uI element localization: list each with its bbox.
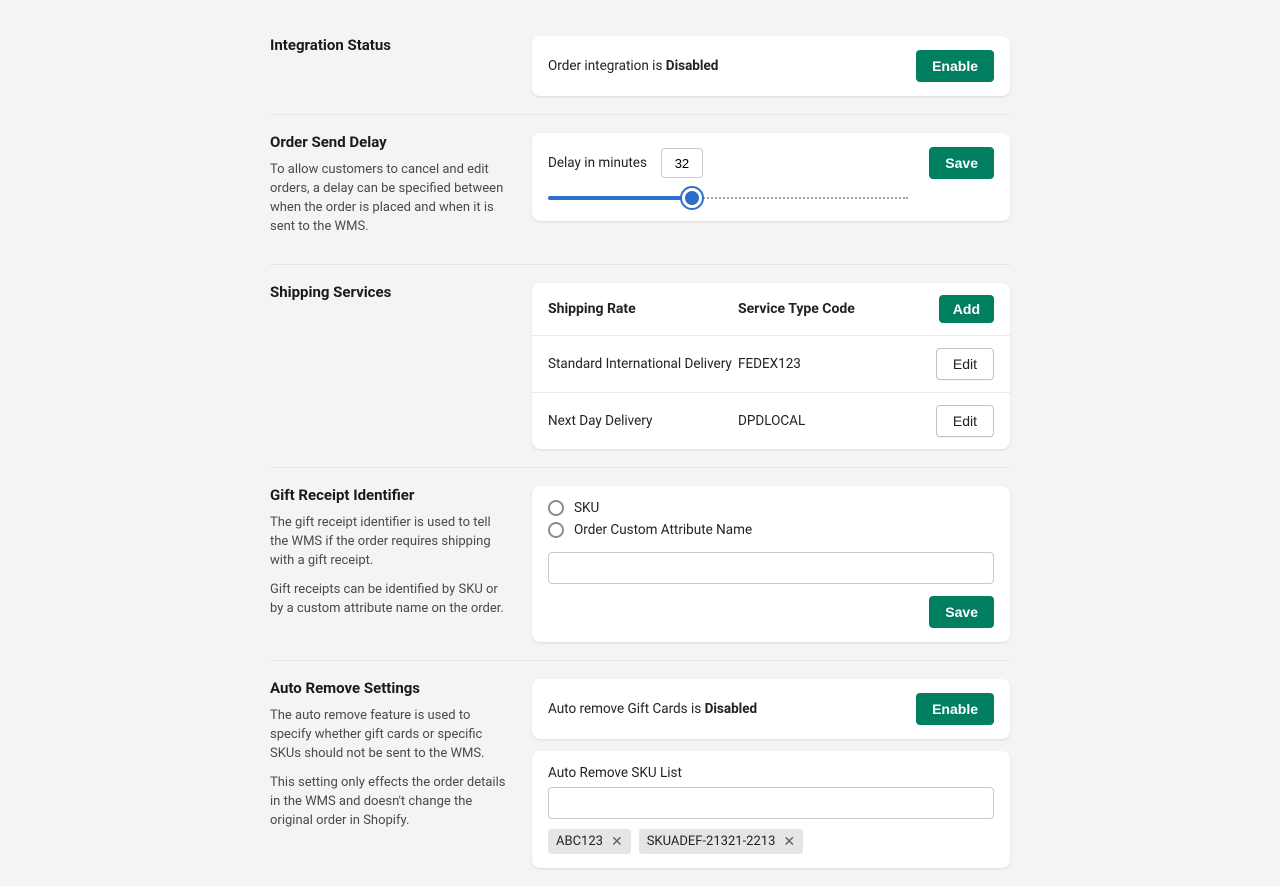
radio-icon bbox=[548, 500, 564, 516]
integration-status-card: Order integration is Disabled Enable bbox=[532, 36, 1010, 96]
delay-card: Delay in minutes Save bbox=[532, 133, 1010, 221]
sku-tag: ABC123 ✕ bbox=[548, 829, 631, 854]
shipping-rate-cell: Next Day Delivery bbox=[548, 413, 738, 429]
shipping-edit-button[interactable]: Edit bbox=[936, 405, 994, 437]
shipping-code-cell: FEDEX123 bbox=[738, 356, 924, 372]
delay-minutes-input[interactable] bbox=[661, 148, 703, 178]
auto-status-prefix: Auto remove Gift Cards is bbox=[548, 701, 705, 717]
integration-status-text: Order integration is Disabled bbox=[548, 58, 718, 74]
auto-giftcards-card: Auto remove Gift Cards is Disabled Enabl… bbox=[532, 679, 1010, 739]
auto-enable-button[interactable]: Enable bbox=[916, 693, 994, 725]
shipping-rate-cell: Standard International Delivery bbox=[548, 356, 738, 372]
sku-tag-label: ABC123 bbox=[556, 834, 603, 849]
integration-status-value: Disabled bbox=[666, 58, 719, 74]
gift-desc-1: The gift receipt identifier is used to t… bbox=[270, 514, 510, 571]
auto-heading: Auto Remove Settings bbox=[270, 679, 510, 697]
shipping-table: Shipping Rate Service Type Code Add Stan… bbox=[532, 283, 1010, 449]
shipping-table-head: Shipping Rate Service Type Code Add bbox=[532, 283, 1010, 336]
shipping-edit-button[interactable]: Edit bbox=[936, 348, 994, 380]
slider-fill bbox=[548, 196, 692, 200]
auto-sku-label: Auto Remove SKU List bbox=[548, 765, 994, 781]
shipping-col-rate: Shipping Rate bbox=[548, 301, 738, 317]
gift-option-attr-label: Order Custom Attribute Name bbox=[574, 522, 752, 538]
gift-option-attr[interactable]: Order Custom Attribute Name bbox=[548, 522, 994, 538]
integration-status-prefix: Order integration is bbox=[548, 58, 666, 74]
shipping-heading: Shipping Services bbox=[270, 283, 510, 301]
auto-status-text: Auto remove Gift Cards is Disabled bbox=[548, 701, 757, 717]
radio-icon bbox=[548, 522, 564, 538]
shipping-row: Next Day DeliveryDPDLOCAL Edit bbox=[532, 393, 1010, 449]
gift-desc-2: Gift receipts can be identified by SKU o… bbox=[270, 581, 510, 619]
delay-slider[interactable] bbox=[548, 189, 908, 207]
integration-status-heading: Integration Status bbox=[270, 36, 510, 54]
delay-save-button[interactable]: Save bbox=[929, 147, 994, 179]
slider-thumb[interactable] bbox=[682, 188, 702, 208]
delay-label: Delay in minutes bbox=[548, 155, 647, 171]
shipping-add-button[interactable]: Add bbox=[939, 295, 994, 323]
gift-option-sku-label: SKU bbox=[574, 500, 599, 516]
gift-save-button[interactable]: Save bbox=[929, 596, 994, 628]
integration-enable-button[interactable]: Enable bbox=[916, 50, 994, 82]
auto-status-value: Disabled bbox=[705, 701, 758, 717]
delay-description: To allow customers to cancel and edit or… bbox=[270, 161, 510, 236]
auto-desc-2: This setting only effects the order deta… bbox=[270, 774, 510, 831]
sku-tag: SKUADEF-21321-2213 ✕ bbox=[639, 829, 803, 854]
auto-sku-input[interactable] bbox=[548, 787, 994, 819]
gift-heading: Gift Receipt Identifier bbox=[270, 486, 510, 504]
shipping-row: Standard International DeliveryFEDEX123 E… bbox=[532, 336, 1010, 393]
gift-identifier-input[interactable] bbox=[548, 552, 994, 584]
auto-desc-1: The auto remove feature is used to speci… bbox=[270, 707, 510, 764]
gift-option-sku[interactable]: SKU bbox=[548, 500, 994, 516]
gift-card: SKU Order Custom Attribute Name Save bbox=[532, 486, 1010, 642]
auto-sku-card: Auto Remove SKU List ABC123✕SKUADEF-2132… bbox=[532, 751, 1010, 868]
delay-heading: Order Send Delay bbox=[270, 133, 510, 151]
remove-tag-icon[interactable]: ✕ bbox=[611, 835, 623, 849]
remove-tag-icon[interactable]: ✕ bbox=[783, 835, 795, 849]
shipping-col-code: Service Type Code bbox=[738, 301, 924, 317]
shipping-code-cell: DPDLOCAL bbox=[738, 413, 924, 429]
sku-tag-label: SKUADEF-21321-2213 bbox=[647, 834, 776, 849]
